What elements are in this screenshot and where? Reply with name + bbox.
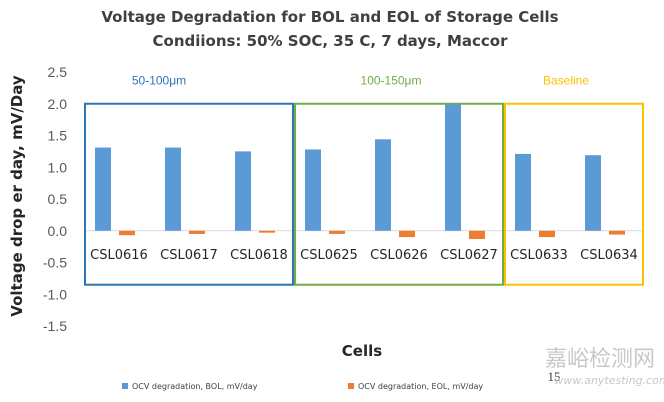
bar-eol (469, 230, 485, 240)
y-axis-title: Voltage drop er day, mV/Day (8, 75, 26, 317)
chart-title-line2: Condiions: 50% SOC, 35 C, 7 days, Maccor (153, 32, 509, 50)
group-region-label: 100-150μm (361, 74, 422, 88)
group-regions: 50-100μm 100-150μm Baseline (84, 74, 644, 286)
y-tick-label: -0.5 (43, 255, 67, 271)
x-axis-title: Cells (342, 342, 382, 360)
x-tick-label: CSL0616 (90, 248, 148, 263)
x-tick-label: CSL0625 (300, 248, 358, 263)
bar-eol (609, 230, 625, 235)
y-tick-label: 0.0 (48, 223, 68, 239)
group-region-box (84, 102, 294, 286)
watermark-text: 嘉峪检测网 (545, 347, 655, 372)
bar-bol (165, 147, 181, 231)
x-tick-label: CSL0626 (370, 248, 428, 263)
bar-eol (259, 230, 275, 233)
x-tick-label: CSL0627 (440, 248, 498, 263)
y-tick-label: 1.5 (48, 128, 68, 144)
watermark-url: www.anytesting.com (554, 374, 664, 387)
y-tick-label: -1.5 (43, 318, 67, 334)
bar-eol (329, 230, 345, 234)
bar-eol (539, 230, 555, 238)
bar-bol (585, 155, 601, 231)
bar-bol (95, 147, 111, 231)
x-tick-label: CSL0634 (580, 248, 638, 263)
group-region-box (504, 102, 644, 286)
bar-bol (445, 104, 461, 231)
y-tick-label: 0.5 (48, 191, 68, 207)
y-tick-label: -1.0 (43, 286, 67, 302)
y-axis-ticks: 2.5 2.0 1.5 1.0 0.5 0.0 -0.5 -1.0 -1.5 (43, 64, 67, 334)
bar-bol (305, 149, 321, 231)
x-tick-label: CSL0617 (160, 248, 218, 263)
chart-title-line1: Voltage Degradation for BOL and EOL of S… (101, 8, 558, 26)
bars (95, 104, 625, 240)
group-region-label: 50-100μm (132, 74, 186, 88)
x-axis-ticks: CSL0616 CSL0617 CSL0618 CSL0625 CSL0626 CSL06… (90, 248, 638, 263)
bar-bol (515, 153, 531, 231)
y-tick-label: 2.5 (48, 64, 68, 80)
bar-eol (189, 230, 205, 234)
bar-bol (375, 139, 391, 231)
x-tick-label: CSL0633 (510, 248, 568, 263)
legend: OCV degradation, BOL, mV/day OCV degradat… (122, 382, 483, 391)
y-tick-label: 2.0 (48, 96, 68, 112)
legend-swatch (122, 383, 128, 389)
legend-swatch (348, 383, 354, 389)
bar-eol (119, 230, 135, 236)
group-region-box (294, 102, 504, 286)
page-number: 15 (548, 369, 561, 384)
bar-bol (235, 151, 251, 231)
y-tick-label: 1.0 (48, 159, 68, 175)
legend-label: OCV degradation, EOL, mV/day (358, 382, 483, 391)
group-region-label: Baseline (543, 74, 589, 88)
legend-label: OCV degradation, BOL, mV/day (132, 382, 258, 391)
x-tick-label: CSL0618 (230, 248, 288, 263)
bar-eol (399, 230, 415, 238)
